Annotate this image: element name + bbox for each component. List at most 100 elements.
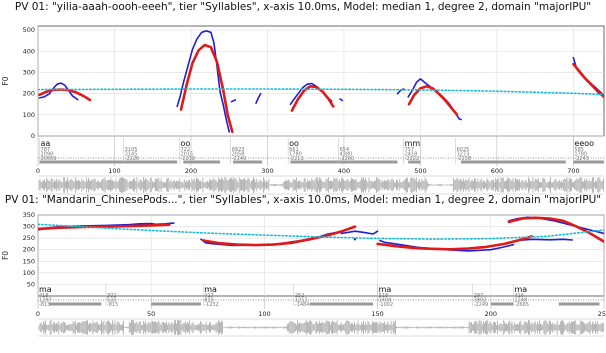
- observed-f0-line: [517, 238, 574, 242]
- chart-panel-top: PV 01: "yilia-aaah-oooh-eeeh", tier "Syl…: [1, 1, 605, 195]
- plot-area: [38, 216, 604, 252]
- syllable-value: 757: [405, 147, 415, 153]
- chart-title: PV 01: "Mandarin_ChinesePods...", tier "…: [5, 194, 601, 206]
- syllable-label: oo: [181, 139, 191, 148]
- observed-f0-point: [353, 238, 357, 241]
- model-fit-line: [407, 85, 459, 117]
- y-axis-label: F0: [1, 76, 10, 85]
- syllable-label: eeoo: [574, 139, 594, 148]
- waveform: [38, 318, 604, 337]
- syllable-value: 3404: [379, 298, 392, 304]
- observed-f0-line: [230, 99, 237, 103]
- syllable-value: -813: [39, 302, 50, 308]
- y-tick-label: 150: [23, 257, 35, 265]
- syllable-value: 815: [204, 298, 214, 304]
- syllable-value: 3273: [457, 152, 470, 158]
- chart-panel-bottom: PV 01: "Mandarin_ChinesePods...", tier "…: [1, 194, 606, 337]
- y-tick-label: 0: [31, 132, 35, 140]
- observed-f0-line: [176, 30, 230, 133]
- duration-bar: [490, 302, 514, 306]
- syllable-value: 787: [41, 147, 51, 153]
- x-tick-label: 300: [261, 167, 273, 175]
- syllable-value: 722: [181, 147, 191, 153]
- y-tick-label: 500: [23, 26, 35, 34]
- x-tick-label: 200: [485, 310, 497, 318]
- syllable-label: aa: [41, 139, 51, 148]
- syllable-value: 20069: [41, 156, 57, 162]
- syllable-value: 3105: [125, 147, 138, 153]
- syllable-value: 252: [295, 293, 305, 299]
- y-tick-label: 200: [23, 246, 35, 254]
- y-tick-label: 400: [23, 47, 35, 55]
- syllable-value: 533: [107, 298, 117, 304]
- syllable-value: 2015: [181, 152, 194, 158]
- syllable-value: 585: [574, 147, 584, 153]
- x-tick-label: 200: [185, 167, 197, 175]
- y-tick-label: 100: [23, 111, 35, 119]
- duration-bar: [460, 160, 566, 164]
- x-tick-label: 500: [414, 167, 426, 175]
- syllable-value: -2258: [457, 156, 472, 162]
- syllable-label: mm: [405, 139, 421, 148]
- x-tick-label: 400: [338, 167, 350, 175]
- syllable-value: 1780: [574, 152, 587, 158]
- duration-bar: [573, 160, 604, 164]
- y-tick-label: 350: [23, 211, 35, 219]
- y-tick-label: 300: [23, 69, 35, 77]
- syllable-value: -1002: [379, 302, 394, 308]
- duration-bar: [309, 302, 374, 306]
- syllable-value: -2249: [232, 156, 247, 162]
- model-fit-line: [38, 223, 171, 231]
- syllable-label: ma: [514, 285, 527, 294]
- syllable-label: ma: [39, 285, 52, 294]
- syllable-value: -2260: [340, 156, 355, 162]
- syllable-value: -1484: [295, 302, 310, 308]
- plot-area: [38, 30, 604, 134]
- duration-bar: [408, 160, 421, 164]
- observed-f0-line: [38, 82, 79, 101]
- x-tick-label: 100: [258, 310, 270, 318]
- y-tick-label: 100: [23, 269, 35, 277]
- model-fit-line: [202, 225, 357, 247]
- syllable-value: 1780: [289, 152, 302, 158]
- syllable-value: 661: [289, 147, 299, 153]
- chart-title: PV 01: "yilia-aaah-oooh-eeeh", tier "Syl…: [15, 1, 591, 13]
- syllable-value: -2243: [574, 156, 589, 162]
- duration-bar: [39, 160, 178, 164]
- duration-bar: [49, 302, 102, 306]
- duration-bar: [183, 160, 221, 164]
- syllable-value: 297: [474, 293, 484, 299]
- syllable-value: -2665: [514, 302, 529, 308]
- x-tick-label: 700: [567, 167, 579, 175]
- duration-bar: [151, 302, 202, 306]
- duration-bar: [290, 160, 398, 164]
- syllable-value: 2418: [405, 152, 418, 158]
- syllable-value: 6025: [457, 147, 470, 153]
- model-fit-line: [572, 62, 604, 99]
- syllable-value: 417: [204, 293, 214, 299]
- syllable-value: -2211: [289, 156, 304, 162]
- syllable-value: 2098: [41, 152, 54, 158]
- model-fit-line: [179, 43, 234, 134]
- plot-frame: [37, 25, 605, 137]
- syllable-value: 1297: [39, 298, 52, 304]
- syllable-value: 3145: [125, 152, 138, 158]
- duration-bar: [558, 302, 600, 306]
- x-tick-label: 0: [36, 167, 40, 175]
- syllable-label: oo: [289, 139, 299, 148]
- syllable-value: -2249: [474, 302, 489, 308]
- observed-f0-line: [340, 230, 379, 235]
- syllable-value: -2222: [405, 156, 420, 162]
- x-tick-label: 600: [491, 167, 503, 175]
- syllable-label: ma: [379, 285, 392, 294]
- x-tick-label: 100: [108, 167, 120, 175]
- syllable-value: 302: [107, 293, 117, 299]
- syllable-value: -815: [107, 302, 118, 308]
- duration-bar: [233, 160, 263, 164]
- observed-f0-line: [407, 78, 462, 121]
- y-axis-label: F0: [1, 251, 10, 260]
- syllable-value: 518: [379, 293, 389, 299]
- y-tick-label: 300: [23, 223, 35, 231]
- y-tick-label: 50: [27, 280, 35, 288]
